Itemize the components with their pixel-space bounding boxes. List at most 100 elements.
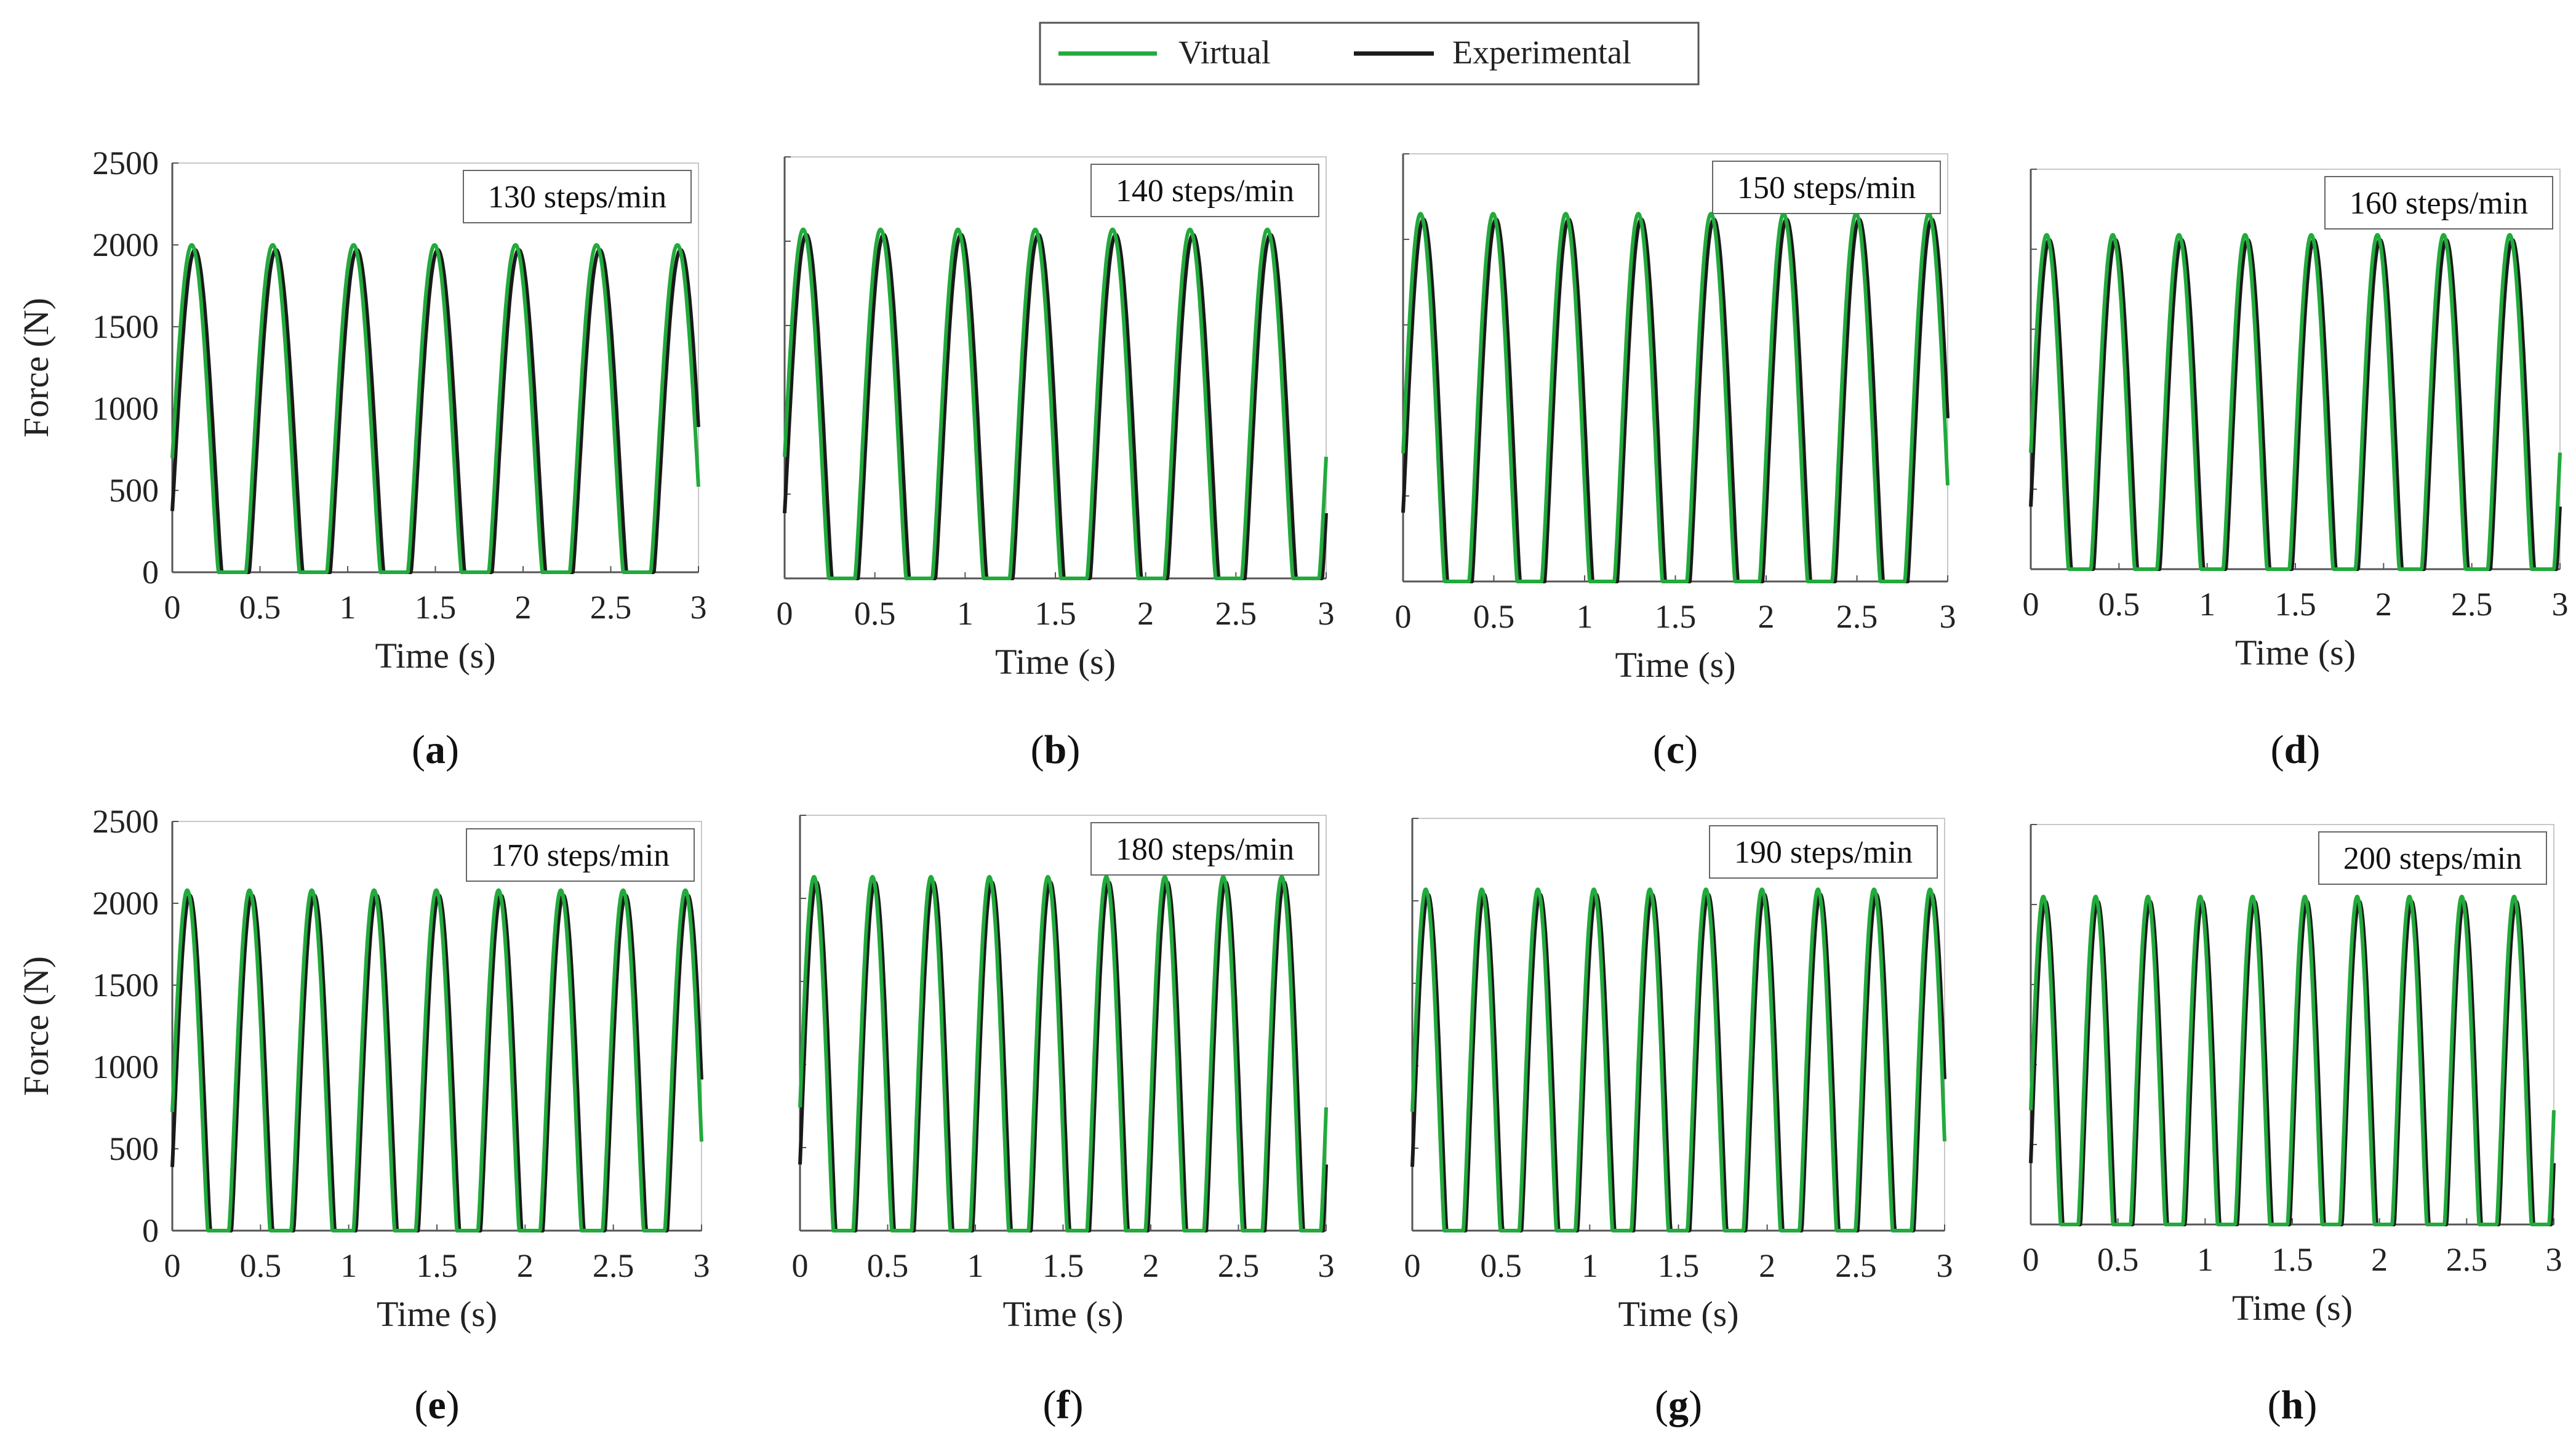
annotation-box bbox=[1090, 164, 1319, 217]
x-tick-label: 0.5 bbox=[854, 595, 896, 632]
x-axis-label: Time (s) bbox=[2232, 1288, 2353, 1328]
y-tick-label: 1500 bbox=[92, 308, 159, 345]
annotation-box bbox=[2318, 831, 2547, 885]
x-tick-label: 3 bbox=[2546, 1241, 2562, 1278]
y-tick-label: 500 bbox=[109, 472, 159, 509]
chart-panel-a: 0 0.5 1 1.5 2 2.5 3 0 500 1000 1500 2000 2500 Force (… bbox=[16, 145, 707, 772]
panel-caption: (a) bbox=[412, 727, 459, 772]
x-tick-label: 0 bbox=[792, 1247, 809, 1284]
x-tick-label: 2.5 bbox=[2446, 1241, 2488, 1278]
y-tick-label: 2000 bbox=[92, 885, 159, 922]
panel-caption: (c) bbox=[1653, 727, 1698, 772]
x-axis-label: Time (s) bbox=[377, 1294, 497, 1334]
y-tick-label: 2500 bbox=[92, 803, 159, 840]
y-axis-label: Force (N) bbox=[16, 298, 56, 437]
y-tick-label: 1000 bbox=[92, 390, 159, 427]
series-virtual bbox=[170, 243, 700, 574]
x-tick-label: 1 bbox=[340, 589, 356, 626]
y-tick-label: 1000 bbox=[92, 1049, 159, 1085]
chart-panel-g: 0 0.5 1 1.5 2 2.5 3 Time (s) 190 steps/min (g) bbox=[1404, 818, 1953, 1428]
x-axis-label: Time (s) bbox=[995, 642, 1116, 682]
panel-caption: (d) bbox=[2271, 727, 2321, 772]
x-axis-label: Time (s) bbox=[375, 636, 495, 676]
y-tick-label: 0 bbox=[142, 554, 159, 591]
x-tick-label: 0.5 bbox=[240, 1247, 282, 1284]
x-tick-label: 2.5 bbox=[1215, 595, 1257, 632]
x-tick-label: 1 bbox=[2199, 586, 2215, 623]
legend-experimental-label: Experimental bbox=[1452, 34, 1631, 71]
x-tick-label: 0 bbox=[2023, 586, 2039, 623]
x-tick-label: 3 bbox=[2552, 586, 2569, 623]
x-tick-label: 0 bbox=[1404, 1247, 1421, 1284]
x-tick-label: 2.5 bbox=[593, 1247, 634, 1284]
panel-caption: (g) bbox=[1655, 1383, 1702, 1428]
x-tick-label: 1 bbox=[957, 595, 974, 632]
x-tick-label: 0 bbox=[1395, 598, 1412, 635]
x-tick-label: 0.5 bbox=[2098, 586, 2140, 623]
annotation-label: 140 steps/min bbox=[1116, 174, 1294, 209]
series-virtual bbox=[2029, 895, 2556, 1226]
x-tick-label: 0 bbox=[164, 1247, 181, 1284]
x-tick-label: 0.5 bbox=[1473, 598, 1515, 635]
panel-caption: (b) bbox=[1031, 727, 1081, 772]
y-tick-label: 500 bbox=[109, 1130, 159, 1167]
series-experimental bbox=[170, 248, 700, 574]
x-tick-label: 1.5 bbox=[415, 589, 457, 626]
annotation-box bbox=[1712, 161, 1941, 214]
y-tick-label: 2500 bbox=[92, 145, 159, 182]
x-tick-label: 1.5 bbox=[1034, 595, 1076, 632]
annotation-label: 180 steps/min bbox=[1116, 832, 1294, 867]
x-tick-label: 1.5 bbox=[1042, 1247, 1084, 1284]
x-tick-label: 2.5 bbox=[1836, 598, 1878, 635]
legend: Virtual Experimental bbox=[1039, 22, 1700, 86]
x-tick-label: 2 bbox=[1137, 595, 1154, 632]
x-tick-label: 1.5 bbox=[416, 1247, 458, 1284]
panel-caption: (e) bbox=[414, 1383, 459, 1428]
chart-panel-d: 0 0.5 1 1.5 2 2.5 3 Time (s) 160 steps/min (d) bbox=[2023, 169, 2569, 772]
x-tick-label: 2 bbox=[1759, 1247, 1775, 1284]
chart-panel-h: 0 0.5 1 1.5 2 2.5 3 Time (s) 200 steps/min (h) bbox=[2023, 824, 2562, 1428]
x-axis-label: Time (s) bbox=[1002, 1294, 1123, 1334]
x-tick-label: 2.5 bbox=[590, 589, 632, 626]
x-tick-label: 3 bbox=[1318, 1247, 1335, 1284]
series-virtual bbox=[1401, 212, 1950, 583]
series-experimental bbox=[170, 893, 703, 1232]
chart-panel-f: 0 0.5 1 1.5 2 2.5 3 Time (s) 180 steps/min (f) bbox=[792, 815, 1335, 1428]
plot-frame bbox=[172, 821, 702, 1231]
chart-panel-e: 0 0.5 1 1.5 2 2.5 3 0 500 1000 1500 2000 2500 Force (… bbox=[16, 803, 710, 1428]
annotation-box bbox=[466, 828, 695, 882]
annotation-label: 130 steps/min bbox=[488, 180, 666, 215]
panel-caption: (h) bbox=[2268, 1383, 2318, 1428]
x-tick-label: 2 bbox=[1758, 598, 1775, 635]
plot-frame bbox=[1402, 153, 1948, 582]
x-tick-label: 0.5 bbox=[239, 589, 281, 626]
annotation-label: 170 steps/min bbox=[491, 838, 670, 873]
series-experimental bbox=[2029, 238, 2562, 571]
x-tick-label: 2 bbox=[517, 1247, 534, 1284]
x-tick-label: 3 bbox=[690, 589, 707, 626]
y-tick-label: 0 bbox=[142, 1212, 159, 1249]
x-tick-label: 3 bbox=[694, 1247, 710, 1284]
x-tick-label: 0 bbox=[777, 595, 793, 632]
x-tick-label: 1 bbox=[2197, 1241, 2214, 1278]
x-tick-label: 0.5 bbox=[867, 1247, 909, 1284]
x-tick-label: 1.5 bbox=[2271, 1241, 2313, 1278]
x-tick-label: 1 bbox=[1577, 598, 1593, 635]
annotation-box bbox=[1090, 822, 1319, 876]
series-virtual bbox=[1410, 887, 1946, 1232]
x-tick-label: 0.5 bbox=[2097, 1241, 2139, 1278]
x-tick-label: 1 bbox=[340, 1247, 357, 1284]
x-tick-label: 3 bbox=[1940, 598, 1956, 635]
x-tick-label: 3 bbox=[1318, 595, 1335, 632]
annotation-box bbox=[2324, 176, 2553, 230]
series-virtual bbox=[2029, 233, 2562, 571]
x-tick-label: 0.5 bbox=[1480, 1247, 1522, 1284]
x-axis-label: Time (s) bbox=[1618, 1294, 1738, 1334]
x-tick-label: 3 bbox=[1937, 1247, 1953, 1284]
x-axis-label: Time (s) bbox=[2235, 633, 2356, 673]
y-axis-label: Force (N) bbox=[16, 956, 56, 1096]
x-tick-label: 1.5 bbox=[1658, 1247, 1700, 1284]
chart-panel-c: 0 0.5 1 1.5 2 2.5 3 Time (s) 150 steps/min (c) bbox=[1395, 153, 1956, 772]
